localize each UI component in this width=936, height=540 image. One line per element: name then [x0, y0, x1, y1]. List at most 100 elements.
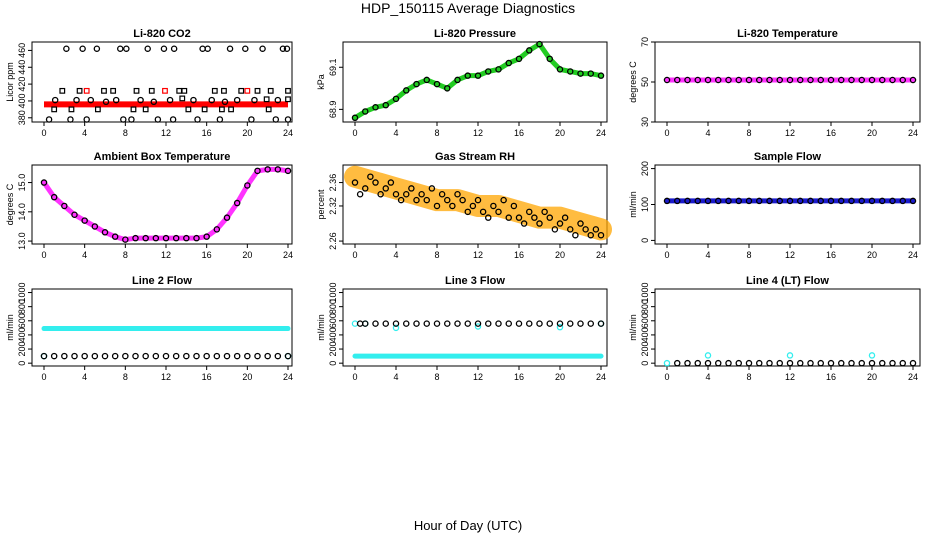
data-point [433, 80, 441, 88]
data-point [120, 116, 127, 123]
data-point [223, 214, 231, 221]
data-point [361, 320, 369, 327]
data-point [274, 166, 282, 173]
x-tick-label: 4 [82, 372, 87, 382]
y-tick-label: 0 [640, 361, 650, 366]
y-tick-label: 380 [17, 110, 27, 125]
x-tick-label: 20 [555, 250, 565, 260]
data-point [176, 87, 183, 94]
data-point [226, 45, 234, 52]
data-point [162, 234, 170, 242]
data-point [73, 96, 80, 104]
data-point [536, 220, 543, 227]
data-point [148, 87, 155, 94]
data-point [142, 352, 149, 360]
data-point [152, 234, 160, 242]
data-point [551, 226, 559, 233]
data-point [827, 359, 835, 367]
data-point [546, 320, 554, 327]
data-point [766, 197, 773, 205]
data-point [735, 359, 743, 367]
y-axis-label: degrees C [628, 61, 638, 103]
data-point [285, 87, 291, 94]
data-point [160, 45, 168, 52]
data-point [83, 87, 90, 94]
data-point [272, 116, 280, 123]
data-point [889, 76, 896, 84]
data-point [449, 202, 456, 210]
x-tick-label: 12 [161, 128, 171, 138]
data-point [238, 87, 245, 94]
data-point [663, 359, 671, 367]
data-point [868, 359, 876, 367]
data-point [382, 101, 389, 109]
data-point [351, 179, 359, 186]
data-point [193, 234, 200, 242]
data-point [283, 45, 291, 52]
y-tick-label: 15.0 [17, 174, 27, 192]
data-point [128, 116, 135, 123]
plot-title: Line 3 Flow [445, 275, 505, 287]
data-point [392, 191, 400, 198]
y-tick-label: 70 [640, 37, 650, 47]
data-point [556, 323, 564, 331]
y-tick-label: 30 [640, 117, 650, 127]
data-point [817, 197, 825, 205]
data-point [484, 214, 492, 221]
data-point [479, 208, 487, 216]
x-tick-label: 8 [434, 250, 439, 260]
data-point [418, 191, 425, 198]
data-point [592, 226, 600, 233]
data-point [704, 352, 712, 359]
data-point [500, 196, 507, 204]
page-title: HDP_150115 Average Diagnostics [360, 0, 576, 16]
data-point [848, 359, 855, 367]
data-point [242, 45, 249, 52]
plot-frame [31, 41, 293, 123]
data-point [45, 116, 53, 123]
data-point [438, 191, 446, 198]
data-point [413, 80, 420, 88]
y-tick-label: 460 [17, 43, 27, 58]
x-tick-label: 8 [746, 372, 751, 382]
data-point [194, 116, 201, 123]
data-point [356, 191, 364, 198]
data-point [40, 179, 48, 186]
x-tick-label: 0 [352, 128, 357, 138]
data-point [459, 196, 466, 204]
data-point [567, 68, 574, 75]
y-axis-label: ml/min [316, 314, 326, 341]
x-tick-label: 4 [705, 372, 710, 382]
data-point [76, 87, 83, 94]
x-tick-label: 24 [596, 128, 606, 138]
x-tick-label: 12 [473, 250, 483, 260]
data-point [392, 95, 400, 103]
x-tick-label: 16 [514, 372, 524, 382]
data-point [372, 179, 379, 186]
data-point [674, 359, 681, 367]
data-point [474, 72, 482, 79]
series-green-band [352, 41, 604, 121]
data-point [899, 76, 907, 84]
x-tick-label: 20 [242, 128, 252, 138]
data-point [213, 226, 221, 233]
y-tick-label: 400 [328, 327, 338, 342]
data-point [520, 220, 528, 227]
data-point [663, 197, 671, 205]
x-tick-label: 12 [785, 372, 795, 382]
x-tick-label: 0 [352, 250, 357, 260]
data-point [694, 197, 702, 205]
data-point [786, 359, 794, 367]
data-point [766, 359, 773, 367]
data-point [50, 193, 58, 201]
data-point [144, 45, 151, 52]
data-point [169, 116, 177, 123]
data-point [454, 191, 461, 198]
data-point [101, 352, 109, 360]
data-point [142, 106, 149, 113]
series-magenta-band [41, 166, 291, 243]
y-tick-label: 2.32 [328, 197, 338, 215]
x-tick-label: 12 [785, 250, 795, 260]
x-tick-label: 20 [555, 372, 565, 382]
x-tick-label: 16 [202, 250, 212, 260]
